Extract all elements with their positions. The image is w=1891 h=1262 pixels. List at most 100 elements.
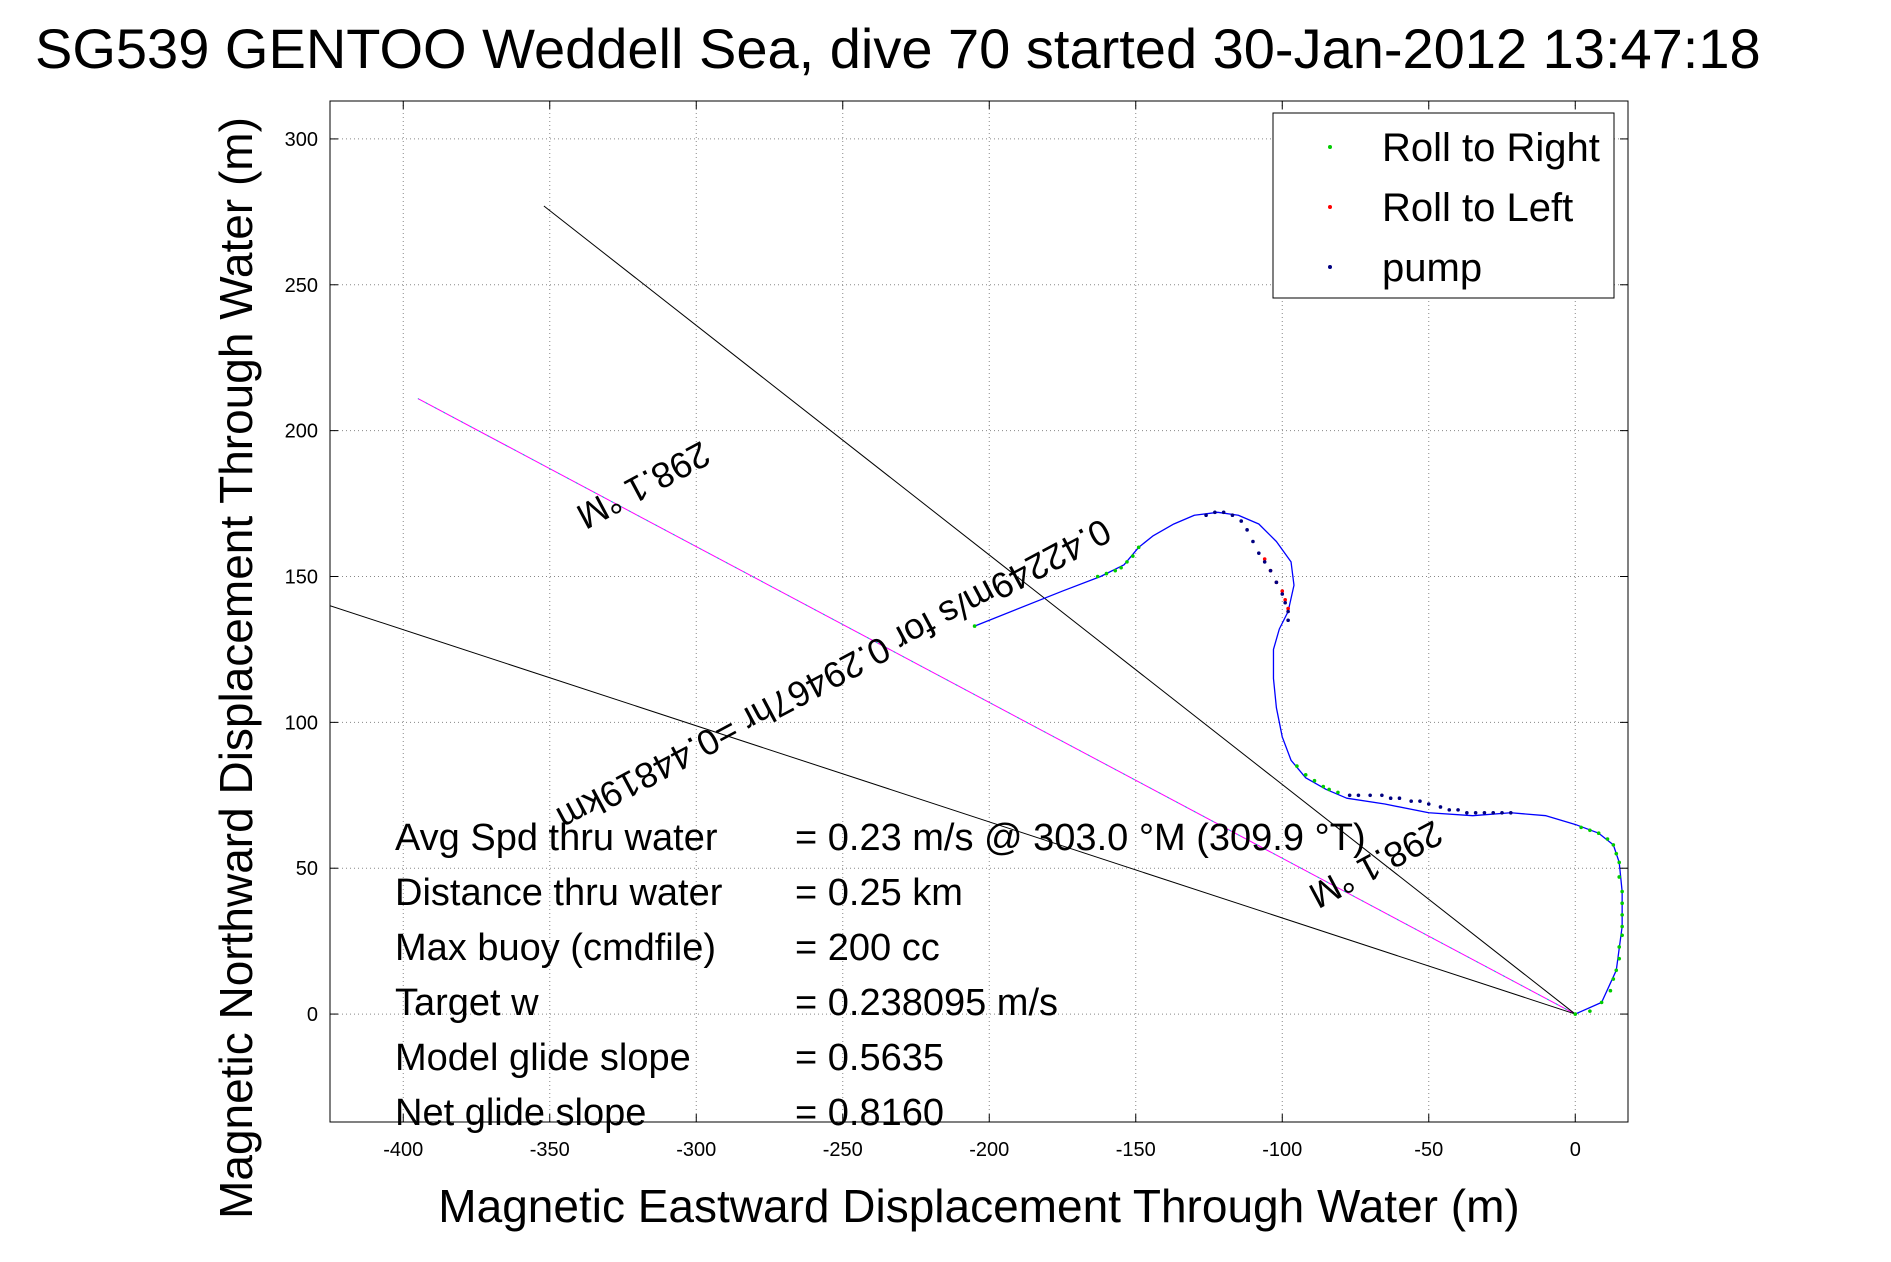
roll-to-right-marker [1605,837,1610,841]
y-tick-label: 200 [285,421,318,443]
y-tick-label: 50 [296,858,318,880]
stat-label: Model glide slope [395,1037,691,1079]
roll-to-right-marker [1336,790,1340,795]
roll-to-right-marker [1614,968,1619,973]
pump-marker [1204,513,1208,518]
roll-to-right-marker [1620,913,1624,917]
pump-marker [1213,510,1217,515]
pump-marker [1257,551,1261,555]
line-reference-upper [543,205,1576,1015]
x-tick-label: -350 [530,1139,570,1161]
y-tick-label: 0 [307,1004,318,1026]
pump-marker [1286,618,1290,623]
pump-marker [1368,793,1372,798]
stat-value: = 0.23 m/s @ 303.0 °M (309.9 °T) [795,817,1366,859]
pump-marker [1465,810,1469,815]
stat-value: = 0.25 km [795,872,963,914]
roll-to-right-marker [1620,901,1624,906]
y-tick-label: 150 [285,566,318,588]
chart-title: SG539 GENTOO Weddell Sea, dive 70 starte… [35,17,1761,80]
line-reference-lower [330,605,1576,1015]
legend-label: Roll to Right [1382,126,1600,170]
pump-marker [1508,810,1513,815]
pump-marker [1456,808,1460,812]
roll-to-right-marker [1617,860,1622,865]
roll-to-right-marker [1136,545,1141,550]
stat-label: Net glide slope [395,1092,646,1134]
pump-marker [1230,513,1235,518]
roll-to-right-marker [1599,1000,1604,1005]
pump-marker [1388,796,1393,800]
x-tick-label: -100 [1262,1139,1302,1161]
pump-marker [1418,799,1422,803]
roll-to-right-marker [1620,933,1624,938]
pump-marker [1245,528,1249,532]
roll-to-right-marker [1611,977,1616,981]
plot-area [330,205,1624,1016]
pump-marker [1283,600,1287,605]
roll-to-left-marker [1286,606,1290,611]
pump-marker [1221,510,1226,515]
roll-to-right-marker [1095,574,1100,579]
pump-marker [1239,519,1244,523]
legend-label: pump [1382,246,1482,290]
y-axis-label: Magnetic Northward Displacement Through … [210,117,262,1219]
stat-value: = 0.238095 m/s [795,982,1058,1024]
x-tick-label: -250 [823,1139,863,1161]
roll-to-right-marker [1125,560,1129,564]
y-ticks: 0 50 100 150 200 250 300 [285,129,1628,1026]
stat-label: Distance thru water [395,872,723,914]
roll-to-right-marker [972,624,977,628]
pump-marker [1397,796,1402,800]
x-tick-label: -300 [676,1139,716,1161]
pump-marker [1482,810,1487,815]
pump-marker [1356,793,1361,798]
x-tick-label: -150 [1116,1139,1156,1161]
roll-to-right-marker [1608,988,1613,993]
roll-to-right-marker [1303,773,1308,777]
y-tick-label: 100 [285,712,318,734]
stat-value: = 0.5635 [795,1037,944,1079]
roll-to-right-marker [1620,889,1624,894]
pump-marker [1347,793,1352,798]
roll-to-right-marker [1113,568,1118,573]
pump-marker [1473,810,1478,815]
legend-marker-pump [1328,265,1332,269]
pump-marker [1262,560,1267,564]
legend-marker-roll-to-right [1328,145,1332,149]
roll-to-right-marker [1611,843,1616,847]
roll-to-right-marker [1312,778,1317,783]
legend-marker-roll-to-left [1328,205,1332,209]
glider-track [974,511,1623,1015]
roll-to-right-marker [1617,956,1622,961]
pump-marker [1500,810,1504,815]
legend: Roll to Right Roll to Left pump [1272,112,1615,299]
roll-to-right-marker [1620,924,1624,929]
x-ticks: -400 -350 -300 -250 -200 -150 -100 -50 0 [383,101,1581,1161]
roll-to-left-marker [1280,589,1285,593]
pump-marker [1274,580,1279,585]
pump-marker [1491,810,1496,815]
roll-to-left-marker [1283,598,1287,602]
stat-label: Target w [395,982,539,1024]
stats-block: Avg Spd thru water = 0.23 m/s @ 303.0 °M … [395,817,1366,1134]
pump-marker [1380,793,1384,798]
roll-to-left-marker [1262,557,1267,561]
plot-frame [329,100,1629,1123]
x-tick-label: -50 [1414,1139,1443,1161]
pump-marker [1426,802,1431,806]
legend-label: Roll to Left [1382,186,1573,230]
stat-label: Max buoy (cmdfile) [395,927,716,969]
x-tick-label: 0 [1570,1139,1581,1161]
roll-to-right-marker [1617,945,1622,949]
y-tick-label: 300 [285,129,318,151]
roll-to-right-marker [1327,787,1331,792]
pump-marker [1268,568,1273,573]
roll-to-right-marker [1131,554,1135,558]
roll-to-right-marker [1579,825,1583,830]
pump-marker [1286,609,1290,614]
pump-marker [1438,805,1443,809]
roll-to-right-marker [1588,1009,1592,1013]
y-tick-label: 250 [285,275,318,297]
